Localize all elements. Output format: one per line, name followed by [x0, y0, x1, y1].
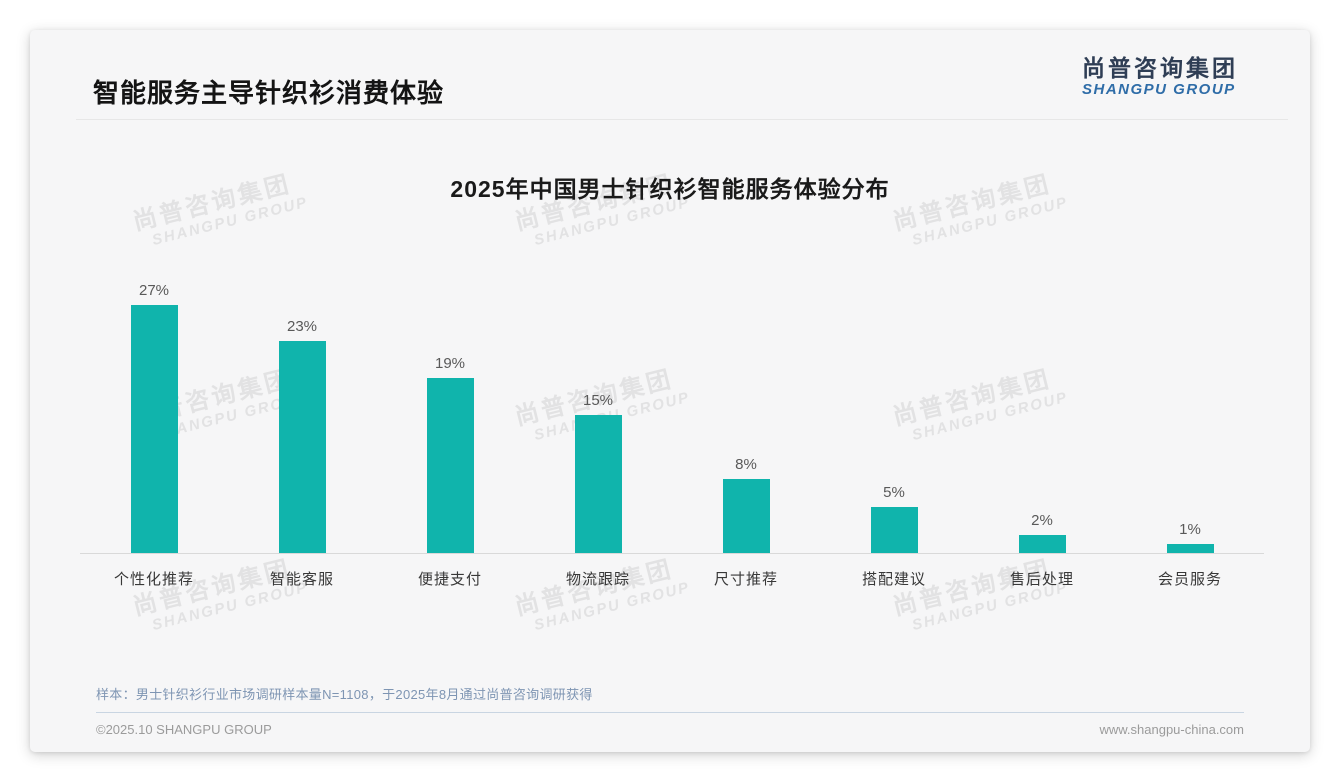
bar-value-label: 15% — [582, 392, 614, 409]
bar-column: 5% — [820, 246, 968, 553]
bar-category-label: 搭配建议 — [861, 571, 926, 588]
bar-column: 27% — [80, 246, 228, 553]
bar-category-label: 智能客服 — [269, 571, 334, 588]
bar-column: 23% — [228, 246, 376, 553]
bar-value-label: 19% — [434, 355, 466, 373]
footer-copyright: ©2025.10 SHANGPU GROUP — [96, 722, 272, 737]
bar-value-label: 27% — [138, 281, 170, 299]
category-axis: 个性化推荐 智能客服 便捷支付 物流跟踪 尺寸推荐 搭配建议 售后处理 会员服务 — [80, 568, 1264, 589]
bar-column: 8% — [672, 246, 820, 553]
bar-column: 2% — [968, 246, 1116, 553]
bar-column: 1% — [1116, 246, 1264, 553]
logo-text-cn: 尚普咨询集团 — [1082, 55, 1238, 81]
slide-header: 智能服务主导针织衫消费体验 尚普咨询集团 SHANGPU GROUP — [30, 30, 1310, 120]
bar-column: 15% — [524, 246, 672, 553]
bar — [130, 304, 178, 553]
header-divider — [76, 119, 1288, 120]
bar-category-label: 便捷支付 — [417, 571, 482, 588]
chart-title: 2025年中国男士针织衫智能服务体验分布 — [450, 176, 890, 202]
bar-category-label: 物流跟踪 — [565, 571, 630, 588]
footer-website: www.shangpu-china.com — [1099, 722, 1244, 737]
bar — [574, 415, 622, 553]
sample-footnote: 样本：男士针织衫行业市场调研样本量N=1108，于2025年8月通过尚普咨询调研… — [96, 687, 593, 702]
slide-card: 智能服务主导针织衫消费体验 尚普咨询集团 SHANGPU GROUP 2025年… — [30, 30, 1310, 752]
bar-value-label: 1% — [1179, 520, 1201, 538]
bar — [722, 479, 770, 553]
bar — [278, 341, 326, 553]
bar — [1018, 534, 1066, 553]
bar-category-label: 售后处理 — [1009, 571, 1074, 588]
company-logo: 尚普咨询集团 SHANGPU GROUP — [1082, 55, 1238, 99]
bar — [426, 378, 474, 553]
bar-category-label: 尺寸推荐 — [713, 571, 778, 588]
bar-category-label: 个性化推荐 — [113, 571, 194, 588]
bar-value-label: 23% — [286, 318, 318, 336]
bar — [870, 507, 918, 553]
bar — [1166, 543, 1214, 553]
bar-value-label: 2% — [1031, 511, 1053, 529]
bar-chart-plot: 27% 23% 19% 15% 8% 5% 2% 1% — [80, 246, 1264, 554]
bar-value-label: 5% — [883, 484, 905, 501]
page-title: 智能服务主导针织衫消费体验 — [93, 78, 445, 108]
logo-text-en: SHANGPU GROUP — [1082, 81, 1236, 99]
bar-category-label: 会员服务 — [1157, 571, 1222, 588]
bar-value-label: 8% — [735, 456, 757, 474]
slide-footer: ©2025.10 SHANGPU GROUP www.shangpu-china… — [96, 712, 1244, 737]
bar-column: 19% — [376, 246, 524, 553]
